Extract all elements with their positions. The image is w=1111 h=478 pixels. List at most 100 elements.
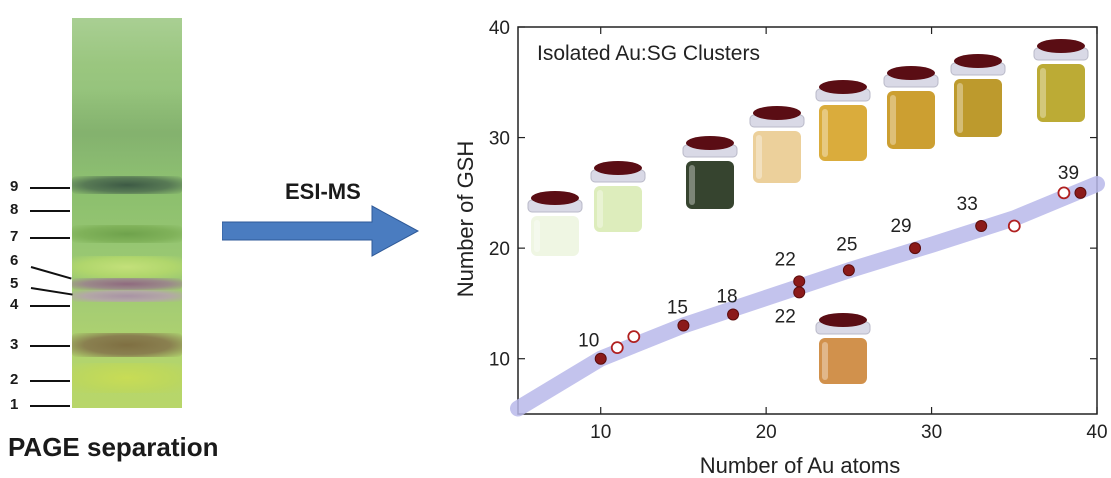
x-tick-label-10: 10	[590, 422, 611, 443]
chart-title: Isolated Au:SG Clusters	[537, 42, 760, 65]
data-point	[1007, 219, 1021, 233]
data-point	[627, 330, 641, 344]
point-label: 39	[1058, 163, 1079, 184]
lane-tick-5	[30, 287, 73, 296]
vial-cap-top	[753, 106, 801, 120]
data-point	[677, 319, 690, 332]
vial-photo	[883, 66, 939, 149]
gel-band-5	[72, 278, 182, 290]
data-point	[793, 275, 806, 288]
vial-shine	[597, 190, 603, 228]
gel-band-7	[72, 225, 182, 243]
vial-body	[819, 105, 867, 161]
vial-cap-top	[819, 80, 867, 94]
vial-cap-top	[531, 191, 579, 205]
vial-body	[1037, 64, 1085, 122]
y-tick-label-10: 10	[489, 350, 510, 371]
vial-shine	[822, 342, 828, 380]
point-label: 15	[667, 298, 688, 319]
x-axis-label: Number of Au atoms	[700, 453, 901, 478]
data-point	[1074, 186, 1087, 199]
vial-body	[819, 338, 867, 384]
vial-cap-top	[1037, 39, 1085, 53]
lane-label-3: 3	[10, 336, 19, 353]
vial-body	[686, 161, 734, 209]
gel-band-top-smear	[72, 88, 182, 178]
vial-shine	[1040, 68, 1046, 118]
gel-band-4	[72, 290, 182, 302]
x-tick-label-20: 20	[756, 422, 777, 443]
y-tick-label-20: 20	[489, 239, 510, 260]
lane-tick-9	[30, 187, 70, 189]
arrow-shape	[222, 205, 420, 257]
lane-tick-4	[30, 305, 70, 307]
vial-photo	[527, 191, 583, 256]
lane-tick-2	[30, 380, 70, 382]
vial-shine	[756, 135, 762, 179]
vial-shine	[957, 83, 963, 133]
data-point	[842, 264, 855, 277]
data-point	[1057, 186, 1071, 200]
data-point	[594, 352, 607, 365]
vial-shine	[534, 220, 540, 252]
data-point	[610, 341, 624, 355]
vial-body	[954, 79, 1002, 137]
vial-shine	[890, 95, 896, 145]
vial-shine	[822, 109, 828, 157]
vial-shine	[689, 165, 695, 205]
y-tick-label-30: 30	[489, 129, 510, 150]
vial-photo	[1033, 39, 1089, 122]
gsh-vs-au-chart: 10 20 30 40 10 20 30 40 10 15 18 22 22 25 29 33 39 Isol…	[453, 18, 1108, 478]
lane-label-1: 1	[10, 396, 19, 413]
lane-tick-6	[30, 266, 72, 280]
point-label: 18	[716, 286, 737, 307]
point-label: 25	[836, 234, 857, 255]
y-axis-label: Number of GSH	[453, 141, 478, 298]
vial-body	[594, 186, 642, 232]
point-label: 22	[775, 249, 796, 270]
vial-cap-top	[686, 136, 734, 150]
vial-body	[887, 91, 935, 149]
lane-tick-7	[30, 237, 70, 239]
gel-band-6	[72, 256, 182, 278]
esi-ms-label: ESI-MS	[285, 179, 361, 204]
vial-cap-top	[954, 54, 1002, 68]
data-point	[727, 308, 740, 321]
point-label: 10	[578, 331, 599, 352]
vial-cap-top	[594, 161, 642, 175]
point-label: 33	[957, 194, 978, 215]
lane-tick-8	[30, 210, 70, 212]
vial-photo	[682, 136, 738, 209]
vial-body	[531, 216, 579, 256]
vial-photo	[590, 161, 646, 232]
y-tick-label-40: 40	[489, 18, 510, 39]
vial-photo	[815, 313, 871, 384]
lane-label-8: 8	[10, 201, 19, 218]
data-point	[975, 220, 988, 233]
vial-photo	[950, 54, 1006, 137]
gel-band-3	[72, 333, 182, 357]
vial-cap-top	[887, 66, 935, 80]
lane-label-7: 7	[10, 228, 19, 245]
point-label: 22	[775, 306, 796, 327]
gel-band-9	[72, 176, 182, 194]
lane-tick-3	[30, 345, 70, 347]
page-gel-image	[72, 18, 182, 408]
lane-tick-1	[30, 405, 70, 407]
lane-label-2: 2	[10, 371, 19, 388]
lane-label-5: 5	[10, 275, 19, 292]
x-tick-label-30: 30	[921, 422, 942, 443]
vial-photo	[749, 106, 805, 183]
vial-cap-top	[819, 313, 867, 327]
gel-band-2	[72, 363, 182, 393]
x-tick-label-40: 40	[1086, 422, 1107, 443]
vial-photo	[815, 80, 871, 161]
gel-caption: PAGE separation	[8, 432, 219, 462]
plot-frame	[517, 26, 1098, 415]
data-point	[909, 242, 922, 255]
lane-label-6: 6	[10, 252, 19, 269]
lane-label-9: 9	[10, 178, 19, 195]
vial-body	[753, 131, 801, 183]
data-point	[793, 286, 806, 299]
lane-label-4: 4	[10, 296, 19, 313]
